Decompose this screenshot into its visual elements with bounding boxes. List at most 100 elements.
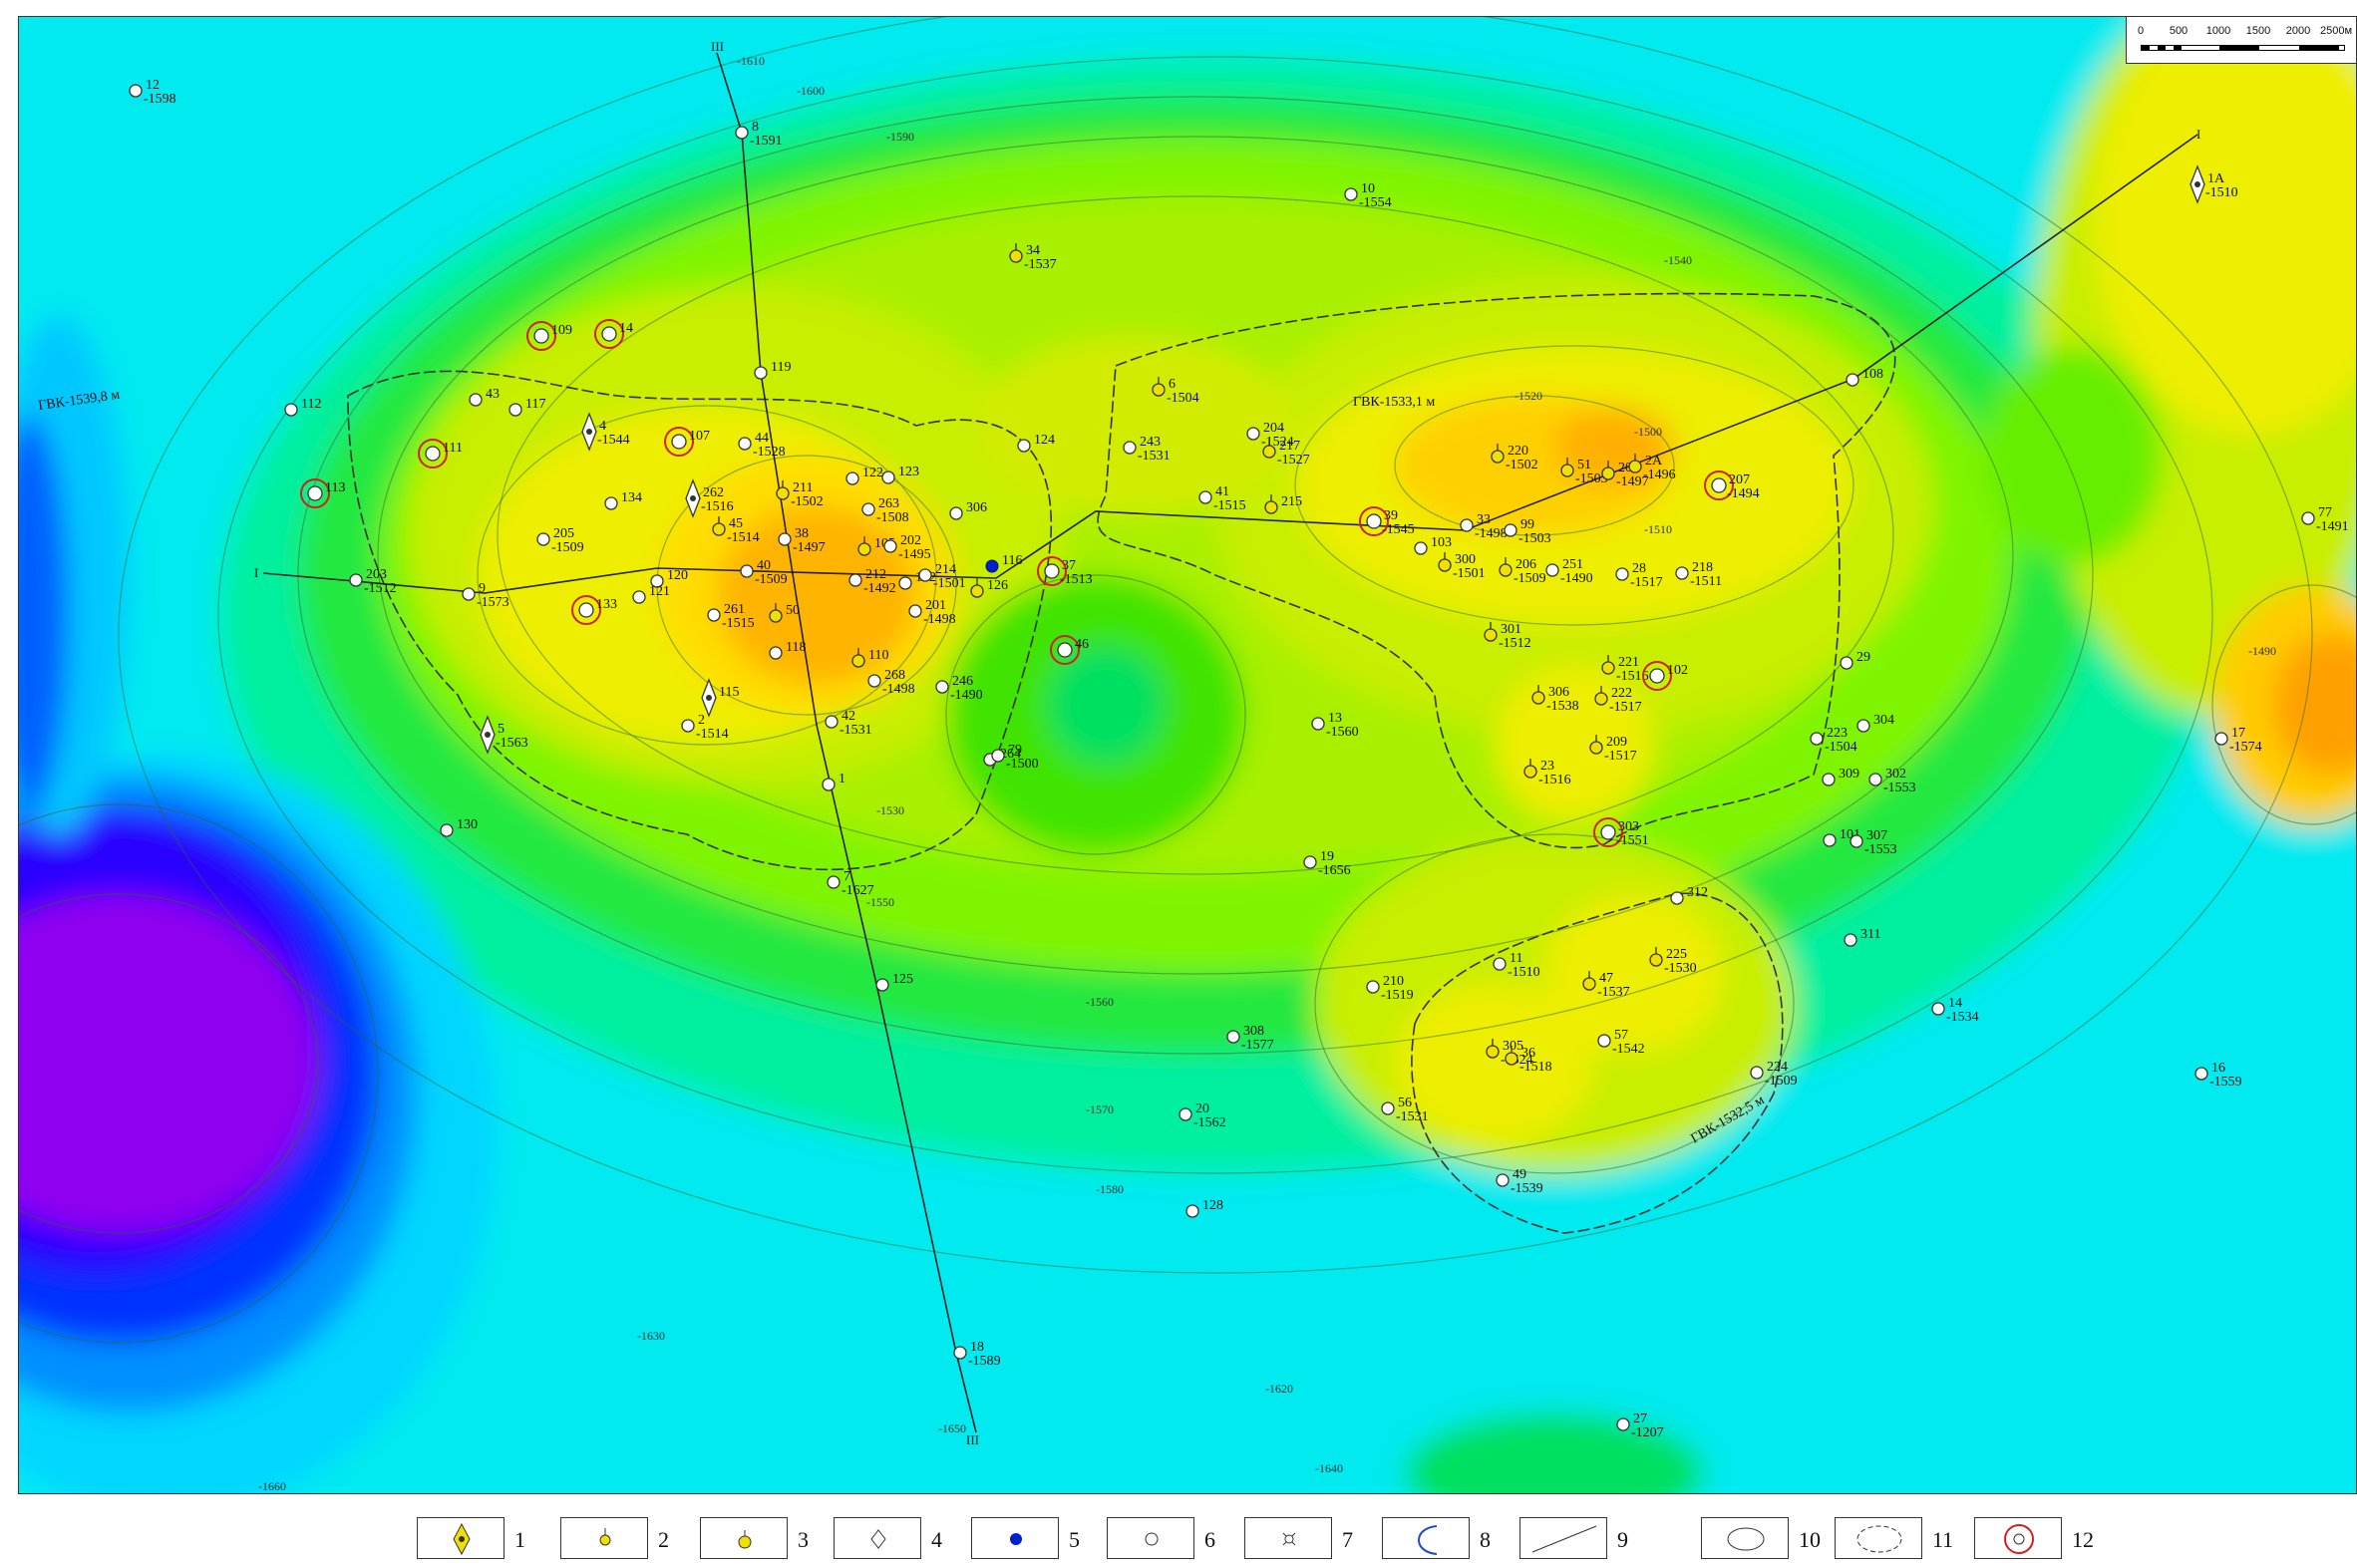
well-marker[interactable]: 301-1512 [1484,622,1531,651]
well-marker[interactable]: 6-1504 [1152,377,1199,406]
well-marker[interactable]: 304 [1856,713,1894,733]
well-marker[interactable]: 210-1519 [1366,974,1414,1003]
well-marker[interactable]: 99-1503 [1504,517,1551,546]
well-marker[interactable]: 102 [1642,661,1688,691]
well-marker[interactable]: 201-1498 [908,598,956,627]
well-marker[interactable]: 300-1501 [1438,552,1486,581]
well-marker[interactable]: 309 [1822,767,1859,786]
well-marker[interactable]: 261-1515 [707,602,755,631]
well-marker[interactable]: 209-1517 [1589,735,1637,764]
well-marker[interactable]: 225-1530 [1649,947,1697,976]
well-marker[interactable]: 123 [881,465,919,484]
well-marker[interactable]: 45-1514 [712,516,760,545]
well-marker[interactable]: 41-1515 [1198,484,1246,513]
well-marker[interactable]: 224-1509 [1750,1060,1798,1089]
well-marker[interactable]: 18-1589 [953,1340,1001,1369]
well-marker[interactable]: 121 [632,584,670,604]
well-marker[interactable]: 126 [970,578,1008,598]
well-marker[interactable]: 268-1498 [867,668,915,697]
well-marker[interactable]: 212-1492 [848,567,896,596]
well-marker[interactable]: 312 [1670,885,1708,905]
well-marker[interactable]: 246-1490 [935,674,983,703]
well-marker[interactable]: 262-1516 [685,478,734,518]
well-marker[interactable]: 50 [769,603,800,623]
well-marker[interactable]: 214-1501 [918,562,966,591]
well-marker[interactable]: 49-1539 [1496,1167,1543,1196]
well-marker[interactable]: 34-1537 [1009,243,1057,272]
well-marker[interactable]: 306 [949,500,987,520]
well-marker[interactable]: 217-1527 [1262,439,1310,468]
well-marker[interactable]: 38-1497 [778,526,826,555]
well-marker[interactable]: 202-1495 [883,533,931,562]
well-marker[interactable]: 134 [604,490,642,510]
structure-map[interactable]: ГВК-1539,8 м ГВК-1533,1 м ГВК-1532,5 м I… [18,16,2357,1494]
well-marker[interactable]: 40-1509 [740,558,788,587]
well-marker[interactable]: 243-1531 [1123,435,1171,464]
well-marker[interactable]: 103 [1414,535,1452,555]
well-marker[interactable]: 215 [1264,494,1302,514]
well-marker[interactable]: 12-1598 [129,78,176,107]
well-marker[interactable]: 109 [526,321,572,351]
well-marker[interactable]: 47-1537 [1582,971,1630,1000]
well-marker[interactable]: 10-1554 [1344,181,1392,210]
well-marker[interactable]: 303-1551 [1593,817,1649,848]
well-marker[interactable]: 77-1491 [2301,505,2349,534]
well-marker[interactable]: 11-1510 [1493,951,1540,980]
well-marker[interactable]: 307-1553 [1850,828,1897,857]
well-marker[interactable]: 5-1563 [480,715,528,755]
well-marker[interactable]: 112 [284,397,321,417]
well-marker[interactable]: 125 [875,972,913,992]
well-marker[interactable]: 111 [418,439,463,469]
well-marker[interactable]: 28-1517 [1615,561,1663,590]
well-marker[interactable]: 37-1513 [1037,556,1093,587]
well-marker[interactable]: 218-1511 [1675,560,1722,589]
well-marker[interactable]: 122 [845,466,883,485]
well-marker[interactable]: 4-1544 [581,412,630,452]
well-marker[interactable]: 251-1490 [1545,557,1593,586]
well-marker[interactable]: 221-1516 [1601,655,1649,684]
well-marker[interactable]: 16-1559 [2194,1061,2242,1090]
well-marker[interactable]: 222-1517 [1594,686,1642,715]
well-marker[interactable]: 117 [508,397,545,417]
well-marker[interactable]: 206-1509 [1499,557,1546,586]
well-marker[interactable]: 128 [1185,1198,1223,1218]
well-marker[interactable]: 207-1494 [1704,470,1760,501]
well-marker[interactable]: 56-1531 [1381,1096,1429,1124]
well-marker[interactable]: 7-1627 [827,869,874,898]
well-marker[interactable]: 205-1509 [536,526,584,555]
well-marker[interactable]: 108 [1846,367,1883,387]
well-marker[interactable]: 208-1497 [1601,461,1649,489]
well-marker[interactable]: 57-1542 [1597,1028,1645,1057]
well-marker[interactable]: 51-1503 [1560,458,1608,486]
well-marker[interactable]: 124 [1017,433,1055,453]
well-marker[interactable]: 46 [1050,635,1089,665]
well-marker[interactable]: 9-1573 [462,581,509,610]
well-marker[interactable]: 44-1528 [738,431,786,460]
well-marker[interactable]: 110 [851,648,888,668]
well-marker[interactable]: 302-1553 [1868,767,1916,795]
well-marker[interactable]: 23-1516 [1523,759,1571,787]
well-marker[interactable]: 113 [300,478,345,508]
well-marker[interactable]: 13-1560 [1311,711,1359,740]
well-marker[interactable]: 27-1207 [1616,1411,1664,1440]
well-marker[interactable]: 79-1500 [991,743,1039,772]
well-marker[interactable]: 130 [440,817,478,837]
well-marker[interactable]: 19-1656 [1303,849,1351,878]
well-marker[interactable]: 33-1498 [1460,512,1508,541]
well-marker[interactable]: 116 [985,553,1022,573]
well-marker[interactable]: 14 [594,319,633,349]
well-marker[interactable]: 120 [650,568,688,588]
well-marker[interactable]: 107 [664,427,710,457]
well-marker[interactable]: 220-1502 [1491,444,1538,472]
well-marker[interactable]: 43 [469,387,500,407]
well-marker[interactable]: 8-1591 [735,120,783,149]
well-marker[interactable]: 223-1504 [1810,726,1857,755]
well-marker[interactable]: 308-1577 [1226,1024,1274,1053]
well-marker[interactable]: 211-1502 [776,480,824,509]
well-marker[interactable]: 2-1514 [681,713,729,742]
well-marker[interactable]: 306-1538 [1531,685,1579,714]
well-marker[interactable]: 14-1534 [1931,996,1979,1025]
well-marker[interactable]: 119 [754,360,791,380]
well-marker[interactable]: 1 [822,772,845,791]
well-marker[interactable]: 133 [571,595,617,625]
